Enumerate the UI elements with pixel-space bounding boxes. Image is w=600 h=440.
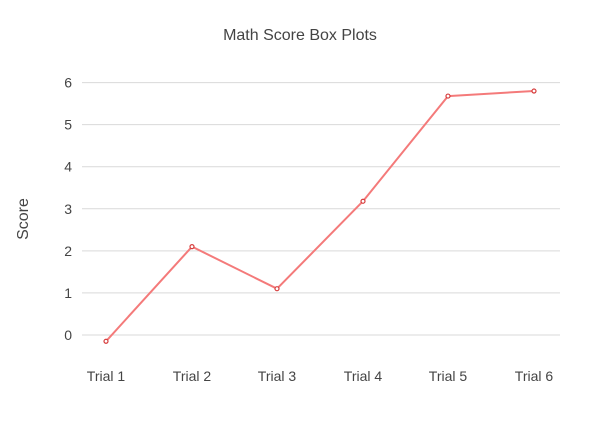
- y-tick-label: 1: [64, 285, 72, 301]
- data-point: [360, 198, 366, 204]
- data-point: [445, 93, 451, 99]
- chart-title: Math Score Box Plots: [223, 27, 377, 44]
- grid-lines: [82, 82, 560, 336]
- data-point: [531, 88, 537, 94]
- x-tick-label: Trial 1: [87, 368, 126, 384]
- y-axis-label: Score: [15, 198, 32, 240]
- y-tick-label: 4: [64, 159, 72, 175]
- y-axis-ticks: 0 1 2 3 4 5 6: [64, 75, 72, 343]
- x-axis-ticks: Trial 1 Trial 2 Trial 3 Trial 4 Trial 5 Trial…: [87, 368, 554, 384]
- y-tick-label: 0: [64, 327, 72, 343]
- y-tick-label: 6: [64, 75, 72, 91]
- x-tick-label: Trial 5: [429, 368, 468, 384]
- series-layer: [103, 88, 537, 344]
- data-point: [189, 244, 195, 250]
- data-point: [274, 286, 280, 292]
- y-tick-label: 5: [64, 117, 72, 133]
- data-point: [103, 338, 109, 344]
- x-tick-label: Trial 4: [344, 368, 383, 384]
- series-line: [105, 90, 535, 343]
- x-tick-label: Trial 3: [258, 368, 297, 384]
- y-tick-label: 3: [64, 201, 72, 217]
- x-tick-label: Trial 2: [173, 368, 212, 384]
- x-tick-label: Trial 6: [515, 368, 554, 384]
- y-tick-label: 2: [64, 243, 72, 259]
